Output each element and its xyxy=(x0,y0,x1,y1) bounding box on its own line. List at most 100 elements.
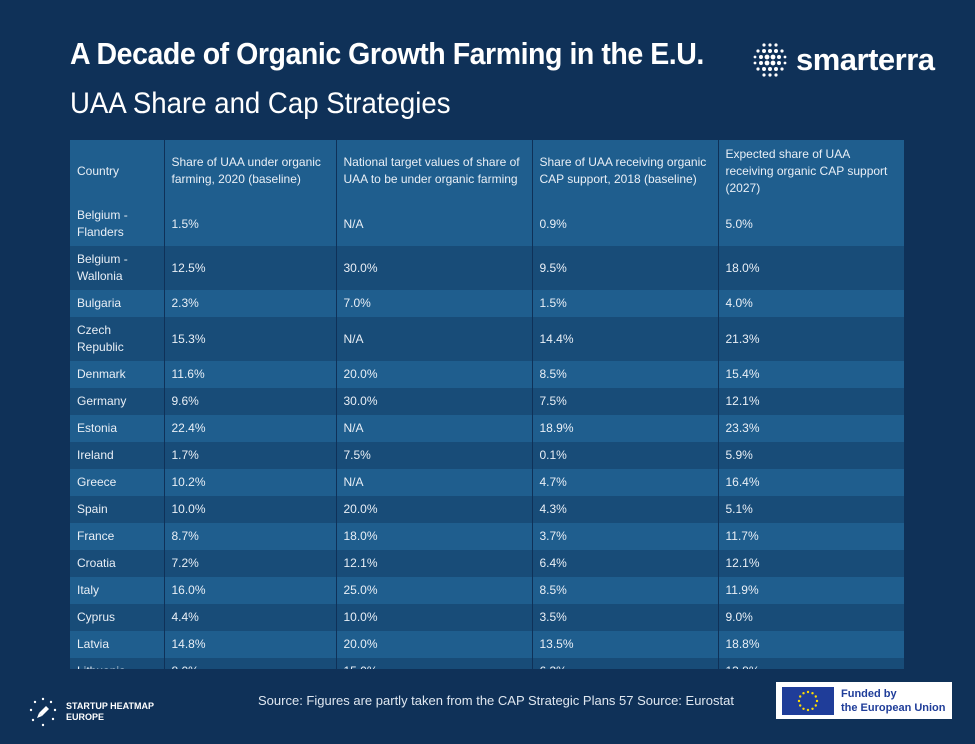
value-cell: 5.1% xyxy=(725,502,753,516)
value-cell: 18.8% xyxy=(725,637,760,651)
table-row: Estonia 22.4% N/A 18.9% 23.3% xyxy=(70,415,904,442)
value-cell: 12.5% xyxy=(164,246,337,290)
value-cell: 16.0% xyxy=(164,577,337,604)
footer-logo-line2: EUROPE xyxy=(66,712,105,722)
table-row: Greece 10.2% N/A 4.7% 16.4% xyxy=(70,469,904,496)
table-row: Belgium - Wallonia 12.5% 30.0% 9.5% 18.0% xyxy=(70,246,904,290)
value-cell: 11.6% xyxy=(164,361,337,388)
value-cell: 21.3% xyxy=(725,331,760,346)
value-cell: 4.3% xyxy=(532,496,719,523)
country-cell: Estonia xyxy=(70,415,165,442)
value-cell: 5.0% xyxy=(725,216,753,231)
eu-badge-line1: Funded by xyxy=(841,687,897,700)
value-cell: 12.1% xyxy=(725,556,760,570)
table-row: Italy 16.0% 25.0% 8.5% 11.9% xyxy=(70,577,904,604)
country-cell: Italy xyxy=(70,577,165,604)
value-cell: 8.5% xyxy=(532,577,719,604)
value-cell: 22.4% xyxy=(164,415,337,442)
value-cell: 30.0% xyxy=(336,388,533,415)
country-cell: Czech Republic xyxy=(70,317,165,361)
value-cell: N/A xyxy=(336,317,533,361)
table-row: Spain 10.0% 20.0% 4.3% 5.1% xyxy=(70,496,904,523)
table-row: France 8.7% 18.0% 3.7% 11.7% xyxy=(70,523,904,550)
data-table: Country Share of UAA under organic farmin… xyxy=(70,140,904,669)
value-cell: N/A xyxy=(336,469,533,496)
footer-logo-line1: STARTUP HEATMAP xyxy=(66,701,155,711)
table-row: Belgium - Flanders 1.5% N/A 0.9% 5.0% xyxy=(70,202,904,246)
value-cell: 12.1% xyxy=(336,550,533,577)
value-cell: 11.9% xyxy=(725,583,759,597)
column-header: Share of UAA under organic farming, 2020… xyxy=(164,140,337,202)
country-cell: Ireland xyxy=(70,442,165,469)
eu-star xyxy=(811,707,814,710)
value-cell: 1.7% xyxy=(164,442,337,469)
startup-heatmap-logo: STARTUP HEATMAP EUROPE xyxy=(28,697,154,727)
value-cell: 16.4% xyxy=(725,475,760,489)
column-header: National target values of share of UAA t… xyxy=(336,140,533,202)
value-cell: 15.0% xyxy=(336,658,533,669)
table-row: Denmark 11.6% 20.0% 8.5% 15.4% xyxy=(70,361,904,388)
value-cell: 30.0% xyxy=(336,246,533,290)
value-cell: 23.3% xyxy=(725,421,760,435)
table-row: Czech Republic 15.3% N/A 14.4% 21.3% xyxy=(70,317,904,361)
table-row: Germany 9.6% 30.0% 7.5% 12.1% xyxy=(70,388,904,415)
value-cell: 20.0% xyxy=(336,631,533,658)
country-cell: Cyprus xyxy=(70,604,165,631)
value-cell: 14.4% xyxy=(532,317,719,361)
value-cell: 8.0% xyxy=(164,658,337,669)
eu-star xyxy=(799,694,802,698)
eu-star xyxy=(802,707,805,710)
value-cell: 0.1% xyxy=(532,442,719,469)
value-cell: 9.6% xyxy=(164,388,337,415)
value-cell: 15.3% xyxy=(164,317,337,361)
value-cell: 13.5% xyxy=(532,631,719,658)
value-cell: 20.0% xyxy=(336,361,533,388)
table-body: Belgium - Flanders 1.5% N/A 0.9% 5.0% Belgium… xyxy=(70,202,904,669)
column-header: Share of UAA receiving organic CAP suppo… xyxy=(532,140,719,202)
value-cell: 2.3% xyxy=(164,290,337,317)
country-cell: Belgium - Flanders xyxy=(70,202,165,246)
value-cell: 4.0% xyxy=(725,296,753,310)
value-cell: 3.5% xyxy=(532,604,719,631)
value-cell: 13.8% xyxy=(718,658,904,669)
value-cell: 10.2% xyxy=(164,469,337,496)
country-cell: Spain xyxy=(70,496,165,523)
country-cell: Belgium - Wallonia xyxy=(70,246,165,290)
brand-name: smarterra xyxy=(796,42,935,77)
rocket-stars-icon xyxy=(29,697,57,727)
value-cell: 14.8% xyxy=(164,631,337,658)
value-cell: 25.0% xyxy=(336,577,533,604)
page-title: A Decade of Organic Growth Farming in th… xyxy=(70,36,704,71)
value-cell: 6.3% xyxy=(532,658,719,669)
value-cell: 15.4% xyxy=(725,367,760,381)
value-cell: 4.7% xyxy=(532,469,719,496)
value-cell: 8.7% xyxy=(164,523,337,550)
eu-star xyxy=(814,703,817,707)
value-cell: 7.2% xyxy=(164,550,337,577)
value-cell: 7.5% xyxy=(532,388,719,415)
eu-star xyxy=(814,694,817,698)
table-row: Croatia 7.2% 12.1% 6.4% 12.1% xyxy=(70,550,904,577)
value-cell: 12.1% xyxy=(725,394,760,408)
value-cell: 11.7% xyxy=(725,529,759,543)
country-cell: France xyxy=(70,523,165,550)
value-cell: 1.5% xyxy=(164,202,337,246)
table-header-row: Country Share of UAA under organic farmin… xyxy=(70,140,904,202)
value-cell: 9.0% xyxy=(725,610,753,624)
value-cell: N/A xyxy=(336,202,533,246)
value-cell: 20.0% xyxy=(336,496,533,523)
eu-star xyxy=(797,699,801,702)
brand-logo: smarterra xyxy=(752,42,935,78)
value-cell: N/A xyxy=(336,415,533,442)
value-cell: 5.9% xyxy=(725,448,753,462)
table-row: Bulgaria 2.3% 7.0% 1.5% 4.0% xyxy=(70,290,904,317)
data-table-container[interactable]: Country Share of UAA under organic farmin… xyxy=(70,140,904,669)
country-cell: Latvia xyxy=(70,631,165,658)
column-header: Country xyxy=(70,140,165,202)
country-cell: Denmark xyxy=(70,361,165,388)
country-cell: Germany xyxy=(70,388,165,415)
value-cell: 18.9% xyxy=(532,415,719,442)
value-cell: 9.5% xyxy=(532,246,719,290)
eu-badge-line2: the European Union xyxy=(841,701,946,714)
value-cell: 7.0% xyxy=(336,290,533,317)
